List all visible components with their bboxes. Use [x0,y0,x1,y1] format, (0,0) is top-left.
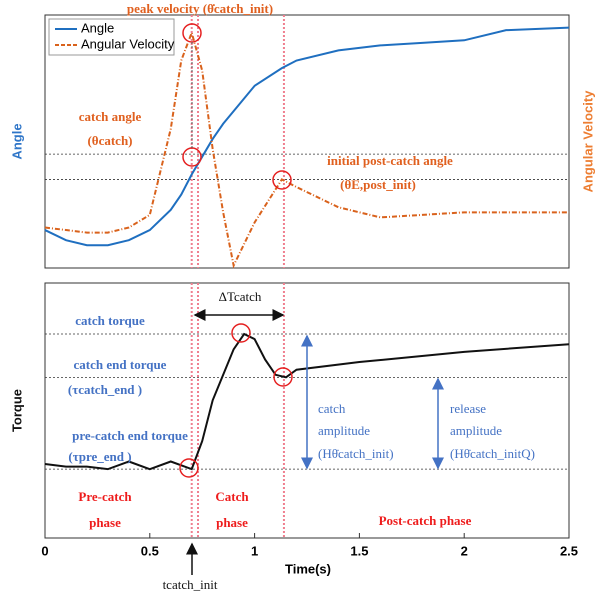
series-line [44,26,570,247]
series-line [44,332,570,471]
x-tick-label: 2 [461,543,468,558]
annotation: phase [216,515,248,530]
annotation: Post-catch phase [379,513,472,528]
annotation: catch end torque [74,357,167,372]
annotation: catch torque [75,313,145,328]
highlight-circle [179,458,199,478]
x-tick-label: 1 [251,543,258,558]
x-tick-label: 0 [41,543,48,558]
annotation: amplitude [318,423,370,438]
annotation: phase [89,515,121,530]
annotation: (θE,post_init) [340,177,416,192]
annotation: Pre-catch [78,489,132,504]
annotation: (Hθ̇catch_init) [318,446,394,461]
annotation: release [450,401,486,416]
legend-label: Angular Velocity [81,36,175,51]
annotation: Catch [215,489,249,504]
annotation: (τpre_end ) [68,449,131,464]
annotation: ΔTcatch [219,289,262,304]
annotation: initial post-catch angle [327,153,453,168]
annotation: peak velocity (θ̇catch_init) [127,1,273,16]
annotation: amplitude [450,423,502,438]
series-line [44,29,569,269]
legend-box [48,18,175,56]
annotation: catch angle [79,109,142,124]
annotation: (Hθ̇catch_initQ) [450,446,535,461]
annotation: catch [318,401,346,416]
highlight-circle [231,323,251,343]
x-tick-label: 2.5 [560,543,578,558]
x-tick-label: 1.5 [350,543,368,558]
legend-label: Angle [81,20,114,35]
y2-axis-label: Angular Velocity [580,90,595,193]
annotation: pre-catch end torque [72,428,188,443]
highlight-circle [273,367,293,387]
x-axis-label: Time(s) [285,561,331,576]
annotation: (θcatch) [87,133,132,148]
annotation: tcatch_init [163,577,218,592]
y-axis-label: Angle [9,123,24,159]
highlight-circle [272,170,292,190]
annotation: (τcatch_end ) [68,382,142,397]
x-tick-label: 0.5 [141,543,159,558]
y-axis-label: Torque [9,389,24,432]
